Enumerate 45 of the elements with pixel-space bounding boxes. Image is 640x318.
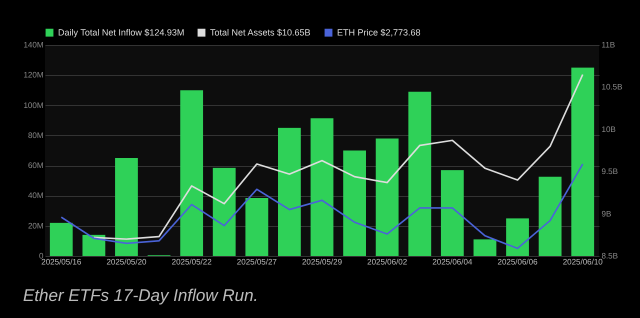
y2-tick-label: 10B (602, 124, 616, 134)
line-series (93, 74, 584, 240)
x-tick-label: 2025/06/10 (562, 258, 604, 266)
bar (474, 239, 496, 256)
legend-label: Total Net Assets $10.65B (210, 28, 311, 38)
bar (245, 198, 268, 256)
legend-label: ETH Price $2,773.68 (337, 28, 421, 38)
bar (278, 128, 301, 256)
y-tick-label: 20M (28, 221, 44, 230)
x-tick-label: 2025/06/06 (498, 258, 538, 266)
bar (50, 222, 73, 256)
y-tick-label: 40M (28, 191, 44, 200)
y2-tick-label: 8.5B (602, 252, 618, 260)
y2-tick-label: 9B (602, 209, 612, 218)
y-tick-label: 120M (23, 70, 44, 80)
y-tick-label: 140M (23, 40, 44, 50)
bar (212, 168, 236, 256)
bar (408, 92, 432, 256)
legend-label: Daily Total Net Inflow $124.93M (58, 28, 184, 38)
bar (376, 138, 399, 256)
bar (343, 150, 366, 256)
y2-tick-label: 10.5B (602, 82, 622, 92)
y-tick-label: 80M (28, 130, 44, 140)
x-tick-label: 2025/05/29 (302, 258, 343, 266)
text: Ether ETFs 17-Day Inflow Run. (22, 286, 258, 305)
y2-tick-label: 11B (602, 40, 616, 50)
bar (180, 90, 204, 256)
line-series (60, 163, 584, 250)
y-tick-label: 0 (39, 252, 44, 260)
bar (571, 68, 594, 256)
x-tick-label: 2025/05/16 (41, 258, 82, 266)
y2-tick-label: 9.5B (602, 167, 618, 176)
bar (440, 170, 464, 256)
x-tick-label: 2025/05/20 (106, 258, 148, 266)
x-tick-label: 2025/06/04 (432, 258, 473, 266)
bar (506, 218, 529, 256)
bar (310, 118, 334, 256)
y-tick-label: 100M (23, 100, 44, 110)
bar (538, 176, 562, 256)
x-tick-label: 2025/06/02 (367, 258, 408, 266)
x-tick-label: 2025/05/22 (172, 258, 212, 266)
bar (82, 234, 106, 256)
x-tick-label: 2025/05/27 (236, 258, 278, 266)
y-tick-label: 60M (28, 161, 44, 170)
bar (115, 158, 138, 256)
